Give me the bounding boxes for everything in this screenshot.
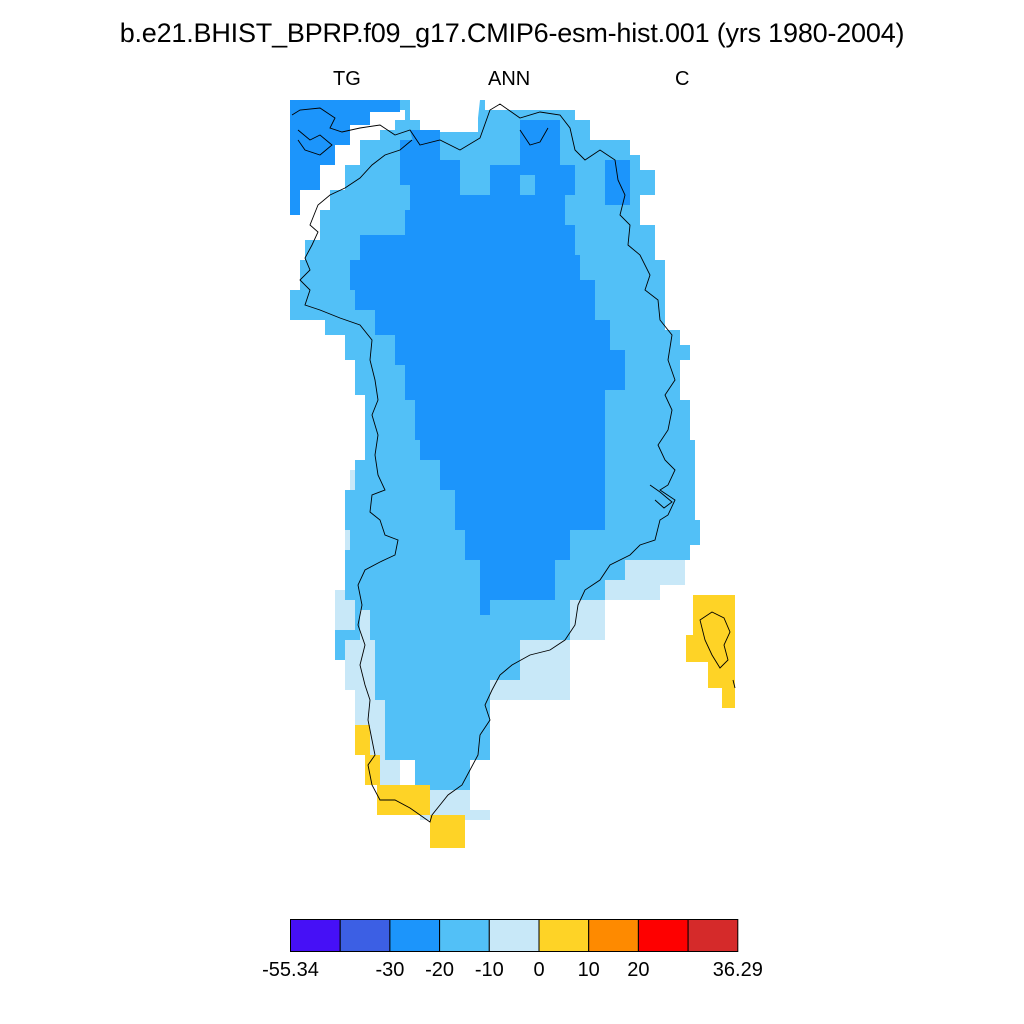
colorbar-swatch — [439, 919, 490, 952]
subtitle-season: ANN — [488, 68, 531, 90]
subtitle-variable: TG — [333, 68, 361, 90]
colorbar-swatch — [488, 919, 540, 952]
colorbar-swatch — [339, 919, 391, 952]
colorbar-swatch — [588, 919, 639, 952]
colorbar-tick-label: 36.29 — [712, 959, 763, 981]
colorbar-swatch — [389, 919, 441, 952]
colorbar-tick-label: 10 — [577, 959, 600, 981]
colorbar — [290, 919, 739, 952]
colorbar-tick-label: 0 — [533, 959, 545, 981]
colorbar-swatch — [290, 919, 341, 952]
plot-title: b.e21.BHIST_BPRP.f09_g17.CMIP6-esm-hist.… — [119, 18, 905, 48]
dark-blue-region — [290, 100, 630, 615]
colorbar-tick-label: -20 — [425, 959, 455, 981]
colorbar-tick-label: -55.34 — [262, 959, 319, 981]
top-gaps — [460, 160, 490, 195]
subtitle-units: C — [675, 68, 690, 90]
colorbar-swatch — [687, 919, 739, 952]
coastline — [291, 103, 736, 823]
colorbar-tick-label: 20 — [627, 959, 650, 981]
colorbar-tick-label: -10 — [474, 959, 504, 981]
colorbar-swatch — [637, 919, 689, 952]
colorbar-swatch — [538, 919, 590, 952]
colorbar-tick-label: -30 — [375, 959, 405, 981]
